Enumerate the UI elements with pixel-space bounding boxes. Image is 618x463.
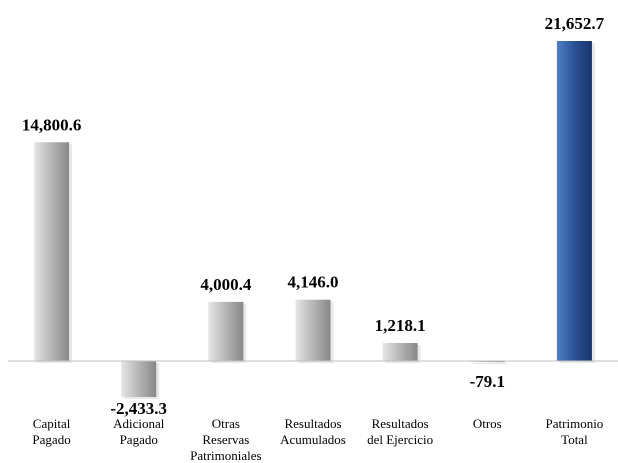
bar-4 [382,342,418,361]
category-label-2: Otras Reservas Patrimoniales [190,416,262,463]
category-label-1: Adicional Pagado [113,416,165,447]
category-label-4: Resultados del Ejercicio [367,416,433,447]
value-label-0: 14,800.6 [22,115,82,134]
bar-5 [469,361,505,363]
value-label-5: -79.1 [470,372,505,391]
bar-shadow [472,363,508,365]
category-label-3: Resultados Acumulados [280,416,346,447]
value-label-1: -2,433.3 [110,399,167,418]
value-label-3: 4,146.0 [288,273,339,292]
bar-3 [295,299,331,361]
value-labels-layer: 14,800.6 -2,433.3 4,000.4 4,146.0 1,218.1 -79… [22,14,605,418]
value-label-2: 4,000.4 [200,275,252,294]
category-label-5: Otros [473,416,502,431]
category-label-0: Capital Pagado [32,416,70,447]
value-label-4: 1,218.1 [375,316,426,335]
bar-0 [34,142,70,361]
bar-1 [121,361,157,397]
bar-6 [556,41,592,361]
category-label-6: Patrimonio Total [546,416,604,447]
bars-layer [34,41,595,399]
category-labels-layer: Capital Pagado Adicional Pagado Otras Reserva… [32,416,603,463]
bar-2 [208,301,244,361]
value-label-6: 21,652.7 [545,14,605,33]
